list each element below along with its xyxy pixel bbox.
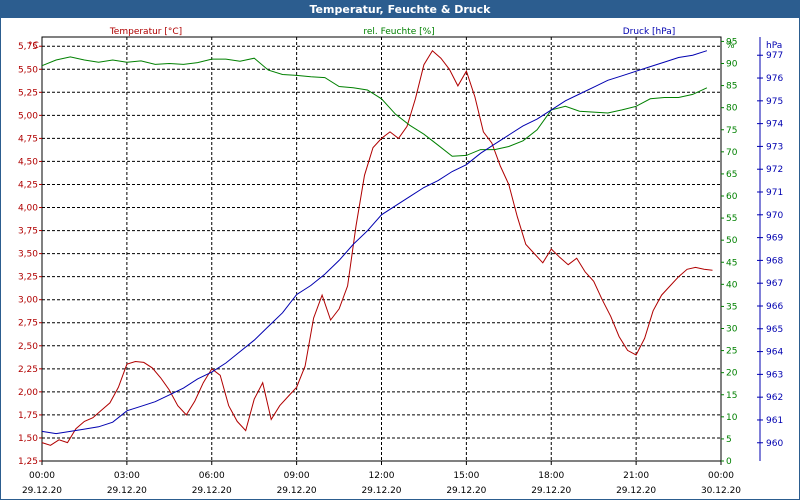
temperature-tick-label: 2,00 <box>18 388 38 398</box>
humidity-tick-label: 15 <box>726 391 737 401</box>
pressure-tick-label: 975 <box>766 97 783 107</box>
temperature-tick-label: 4,50 <box>18 157 38 167</box>
x-tick-date-label: 29.12.20 <box>616 486 656 496</box>
temperature-tick-label: 4,25 <box>18 180 38 190</box>
temperature-tick-label: 5,75 <box>18 42 38 52</box>
humidity-tick-label: 20 <box>726 369 738 379</box>
temperature-tick-label: 1,50 <box>18 434 38 444</box>
temperature-tick-label: 1,75 <box>18 411 38 421</box>
x-tick-time-label: 03:00 <box>114 471 140 481</box>
temperature-tick-label: 5,50 <box>18 65 38 75</box>
x-tick-time-label: 06:00 <box>199 471 225 481</box>
humidity-tick-label: 25 <box>726 347 737 357</box>
temperature-tick-label: 5,25 <box>18 88 38 98</box>
x-tick-date-label: 29.12.20 <box>361 486 401 496</box>
pressure-tick-label: 973 <box>766 142 783 152</box>
humidity-tick-label: 75 <box>726 126 737 136</box>
humidity-tick-label: 70 <box>726 148 738 158</box>
pressure-tick-label: 968 <box>766 256 783 266</box>
x-tick-time-label: 15:00 <box>453 471 479 481</box>
temperature-axis-label: Temperatur [°C] <box>109 27 182 37</box>
humidity-tick-label: 80 <box>726 104 738 114</box>
x-tick-date-label: 29.12.20 <box>107 486 147 496</box>
pressure-tick-label: 960 <box>766 439 783 449</box>
pressure-tick-label: 967 <box>766 279 783 289</box>
humidity-tick-label: 65 <box>726 170 737 180</box>
window-title: Temperatur, Feuchte & Druck <box>1 1 799 18</box>
humidity-tick-label: 45 <box>726 258 737 268</box>
pressure-unit-label: hPa <box>766 41 782 51</box>
humidity-tick-label: 35 <box>726 302 737 312</box>
pressure-tick-label: 965 <box>766 325 783 335</box>
grid <box>42 37 721 462</box>
pressure-tick-label: 962 <box>766 393 783 403</box>
pressure-tick-label: 970 <box>766 211 783 221</box>
humidity-tick-label: 55 <box>726 214 737 224</box>
x-tick-date-label: 29.12.20 <box>192 486 232 496</box>
x-tick-time-label: 00:00 <box>29 471 55 481</box>
humidity-axis-label: rel. Feuchte [%] <box>363 27 434 37</box>
pressure-tick-label: 971 <box>766 188 783 198</box>
humidity-line <box>41 56 708 157</box>
axes <box>39 36 763 465</box>
temperature-tick-label: 3,00 <box>18 296 38 306</box>
temperature-tick-label: 4,75 <box>18 134 38 144</box>
temperature-tick-label: 2,50 <box>18 342 38 352</box>
pressure-tick-label: 961 <box>766 416 783 426</box>
x-tick-time-label: 00:00 <box>708 471 734 481</box>
pressure-tick-label: 966 <box>766 302 783 312</box>
temperature-tick-label: 3,75 <box>18 227 38 237</box>
humidity-tick-label: 90 <box>726 60 738 70</box>
humidity-tick-label: 85 <box>726 82 737 92</box>
humidity-tick-label: 60 <box>726 192 738 202</box>
humidity-tick-label: 10 <box>726 413 738 423</box>
series <box>41 50 713 446</box>
humidity-unit-label: % <box>726 41 735 51</box>
temperature-tick-label: 2,75 <box>18 319 38 329</box>
humidity-tick-label: 30 <box>726 325 738 335</box>
pressure-tick-label: 977 <box>766 51 783 61</box>
humidity-tick-label: 50 <box>726 236 738 246</box>
x-tick-date-label: 29.12.20 <box>446 486 486 496</box>
pressure-line <box>41 50 708 435</box>
temperature-unit-label: °C <box>28 41 39 51</box>
temperature-tick-label: 1,25 <box>18 457 38 467</box>
pressure-tick-label: 964 <box>766 348 783 358</box>
temperature-tick-label: 2,25 <box>18 365 38 375</box>
x-tick-date-label: 29.12.20 <box>277 486 317 496</box>
x-tick-date-label: 29.12.20 <box>22 486 62 496</box>
pressure-axis-label: Druck [hPa] <box>623 27 676 37</box>
temperature-line <box>41 50 713 446</box>
humidity-tick-label: 5 <box>726 435 732 445</box>
pressure-tick-label: 974 <box>766 120 783 130</box>
pressure-tick-label: 963 <box>766 370 783 380</box>
x-tick-time-label: 18:00 <box>538 471 564 481</box>
x-tick-date-label: 29.12.20 <box>531 486 571 496</box>
humidity-tick-label: 95 <box>726 37 737 47</box>
pressure-tick-label: 972 <box>766 165 783 175</box>
pressure-tick-label: 969 <box>766 234 783 244</box>
x-tick-time-label: 09:00 <box>284 471 310 481</box>
x-tick-date-label: 30.12.20 <box>701 486 741 496</box>
tick-labels: 00:00 29.12.20 03:00 29.12.20 06:00 29.12.20 0… <box>18 27 783 496</box>
temperature-tick-label: 3,50 <box>18 250 38 260</box>
humidity-tick-label: 0 <box>726 457 732 467</box>
pressure-tick-label: 976 <box>766 74 783 84</box>
temperature-tick-label: 5,00 <box>18 111 38 121</box>
temperature-tick-label: 4,00 <box>18 204 38 214</box>
temperature-tick-label: 3,25 <box>18 273 38 283</box>
humidity-tick-label: 40 <box>726 280 738 290</box>
x-tick-time-label: 21:00 <box>623 471 649 481</box>
x-tick-time-label: 12:00 <box>369 471 395 481</box>
